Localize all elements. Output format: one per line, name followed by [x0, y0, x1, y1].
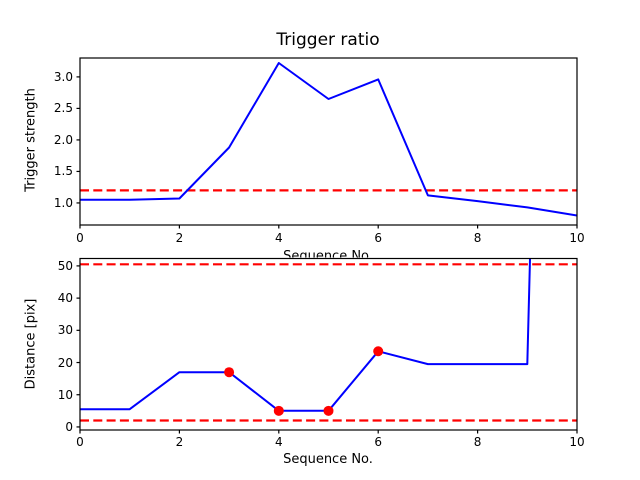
- y-tick-label: 1.5: [53, 164, 73, 179]
- x-tick-label: 2: [175, 231, 184, 245]
- x-tick-label: 0: [76, 435, 84, 449]
- x-tick-label: 4: [274, 231, 283, 245]
- y-tick-label: 20: [57, 355, 73, 370]
- axes-spines: [79, 257, 578, 431]
- x-tick-label: 4: [274, 435, 283, 449]
- trigger-event-markers: [224, 367, 235, 378]
- y-tick-label: 3.0: [53, 69, 73, 84]
- chart-title: Trigger ratio: [276, 30, 380, 50]
- x-tick-label: 0: [76, 231, 84, 245]
- x-tick-label: 8: [473, 435, 482, 449]
- y-tick-label: 40: [57, 291, 73, 306]
- x-tick-label: 10: [569, 231, 585, 245]
- bottom-yaxis-label: Distance [pix]: [23, 298, 39, 390]
- x-tick-label: 8: [473, 231, 482, 245]
- axes-spines: [79, 57, 578, 226]
- y-tick-label: 50: [57, 258, 73, 273]
- x-tick-label: 6: [374, 435, 383, 449]
- x-tick-label: 10: [569, 435, 585, 449]
- y-tick-label: 10: [57, 387, 73, 402]
- y-tick-label: 30: [57, 323, 73, 338]
- y-tick-label: 1.0: [53, 195, 73, 210]
- plot-background: [79, 257, 578, 431]
- y-tick-label: 0: [65, 419, 73, 434]
- trigger-event-markers: [273, 405, 284, 416]
- y-tick-label: 2.5: [53, 101, 73, 116]
- trigger-event-markers: [373, 346, 384, 357]
- bottom-xaxis-label: Sequence No.: [283, 452, 373, 467]
- x-tick-label: 2: [175, 435, 184, 449]
- y-tick-label: 2.0: [53, 132, 73, 147]
- x-tick-label: 6: [374, 231, 383, 245]
- trigger-strength-line: [80, 62, 577, 217]
- trigger-event-markers: [323, 405, 334, 416]
